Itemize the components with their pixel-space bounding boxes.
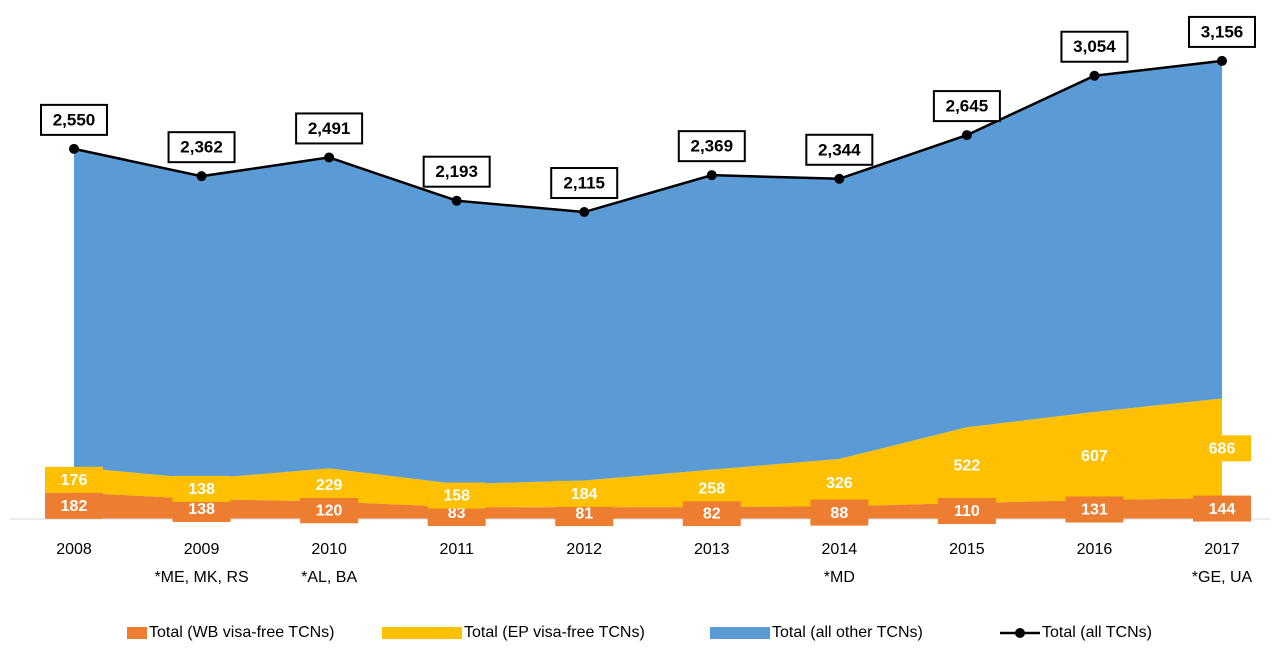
x-tick-label: 2014 <box>822 541 858 558</box>
value-label: 2,344 <box>818 140 861 159</box>
value-label-box <box>810 469 869 496</box>
value-label: 144 <box>1209 501 1236 518</box>
x-tick-label: 2010 <box>311 541 347 558</box>
value-label: 83 <box>448 505 466 522</box>
legend-label: Total (WB visa-free TCNs) <box>149 624 335 641</box>
value-label: 686 <box>1209 441 1236 458</box>
value-label: 229 <box>316 477 343 494</box>
value-label: 131 <box>1081 502 1108 519</box>
value-label: 2,550 <box>53 110 96 129</box>
x-tick-label: 2015 <box>949 541 985 558</box>
x-tick-note: *AL, BA <box>301 569 357 586</box>
legend-label: Total (all other TCNs) <box>772 624 923 641</box>
point <box>579 207 590 218</box>
value-label-box <box>45 466 103 493</box>
point <box>1089 70 1100 81</box>
value-label-box <box>1065 442 1124 469</box>
value-label: 176 <box>61 472 88 489</box>
value-label-box <box>427 482 486 509</box>
value-label-box <box>550 167 619 200</box>
value-label-box <box>300 497 359 524</box>
area <box>74 60 1222 485</box>
x-tick-note: *ME, MK, RS <box>154 569 248 586</box>
legend-swatch <box>382 627 462 639</box>
value-label-box <box>172 475 231 502</box>
value-label-box <box>1188 15 1256 48</box>
value-label-box <box>1060 30 1129 63</box>
value-label: 138 <box>188 501 215 518</box>
value-label: 158 <box>443 488 470 505</box>
value-label-box <box>555 480 614 507</box>
value-label: 2,645 <box>946 97 989 116</box>
value-label: 258 <box>698 481 725 498</box>
legend-swatch <box>127 627 147 639</box>
value-label-box <box>1065 496 1124 523</box>
value-label-box <box>932 90 1001 123</box>
value-label: 2,362 <box>180 138 223 157</box>
area <box>74 398 1222 508</box>
value-label-box <box>300 471 359 498</box>
x-tick-label: 2012 <box>566 541 602 558</box>
value-label-box <box>810 499 869 526</box>
x-tick-label: 2017 <box>1204 541 1240 558</box>
value-label: 182 <box>61 498 88 515</box>
point <box>451 195 462 206</box>
value-label: 607 <box>1081 448 1108 465</box>
legend-swatch <box>710 627 770 639</box>
value-label-box <box>805 133 874 166</box>
value-label: 522 <box>954 457 981 474</box>
x-tick-label: 2009 <box>184 541 220 558</box>
value-label: 2,193 <box>435 162 478 181</box>
point <box>69 143 79 154</box>
point <box>834 173 845 184</box>
value-label: 184 <box>571 486 598 503</box>
value-label: 120 <box>316 503 343 520</box>
value-label: 2,369 <box>691 137 734 156</box>
value-label-box <box>1193 495 1251 522</box>
value-label: 3,156 <box>1201 22 1244 41</box>
value-label: 3,054 <box>1073 37 1116 56</box>
point <box>324 152 335 163</box>
x-tick-label: 2016 <box>1077 541 1113 558</box>
value-label: 81 <box>575 505 593 522</box>
value-label: 2,115 <box>563 174 605 193</box>
x-tick-note: *MD <box>824 569 855 586</box>
value-label: 88 <box>830 505 848 522</box>
legend-label: Total (EP visa-free TCNs) <box>464 624 645 641</box>
value-label-box <box>422 155 491 188</box>
value-label-box <box>295 112 364 145</box>
value-label-box <box>682 475 741 502</box>
legend-label: Total (all TCNs) <box>1042 624 1152 641</box>
line <box>73 59 1223 214</box>
point <box>1217 55 1227 66</box>
x-tick-label: 2013 <box>694 541 730 558</box>
value-label-box <box>167 131 236 164</box>
value-label-box <box>682 500 741 527</box>
x-tick-label: 2011 <box>439 541 474 558</box>
legend-marker <box>1015 628 1025 638</box>
value-label-box <box>937 452 996 479</box>
value-label-box <box>677 130 746 163</box>
value-label-box <box>40 103 108 136</box>
point <box>196 171 207 182</box>
x-tick-note: *GE, UA <box>1192 569 1253 586</box>
x-tick-label: 2008 <box>56 541 92 558</box>
point <box>706 170 717 181</box>
value-label: 82 <box>703 505 721 522</box>
point <box>961 130 972 141</box>
area <box>74 492 1222 519</box>
value-label-box <box>1193 435 1251 462</box>
value-label: 2,491 <box>308 119 351 138</box>
value-label: 138 <box>188 481 215 498</box>
value-label: 326 <box>826 475 853 492</box>
value-label-box <box>45 492 103 519</box>
value-label-box <box>937 498 996 525</box>
value-label: 110 <box>954 503 980 520</box>
